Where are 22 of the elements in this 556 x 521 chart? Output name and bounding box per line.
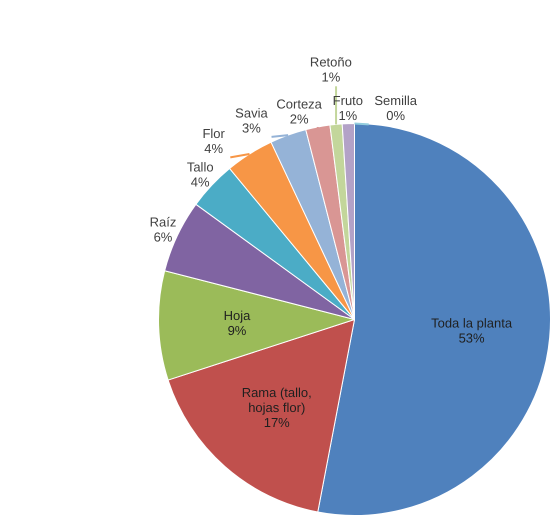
data-label: 1%: [321, 70, 341, 85]
slice-label: Savia: [235, 105, 268, 120]
data-label: 3%: [242, 120, 262, 136]
data-label: 1%: [338, 108, 358, 123]
slice-label: Corteza: [276, 96, 323, 112]
data-label: 6%: [154, 229, 173, 244]
data-label: 4%: [204, 140, 224, 156]
slice-label: Retoño: [310, 54, 352, 70]
data-label: 2%: [290, 112, 309, 127]
slice-label: Flor: [202, 126, 226, 141]
slice-label: Raíz: [150, 214, 176, 230]
slice-label: Rama (tallo, hojas flor): [242, 385, 312, 416]
slice-label: Fruto: [332, 92, 364, 108]
data-label: 4%: [190, 174, 210, 190]
text: 0%: [386, 108, 406, 123]
slice-label: Tallo: [186, 160, 214, 175]
slice-label: Hoja: [224, 308, 252, 324]
slice-label: Toda la planta: [431, 316, 513, 331]
data-label: 17%: [264, 415, 290, 430]
category-label: Semilla: [374, 92, 417, 108]
data-label: 9%: [228, 323, 247, 338]
data-label: 53%: [458, 330, 486, 346]
